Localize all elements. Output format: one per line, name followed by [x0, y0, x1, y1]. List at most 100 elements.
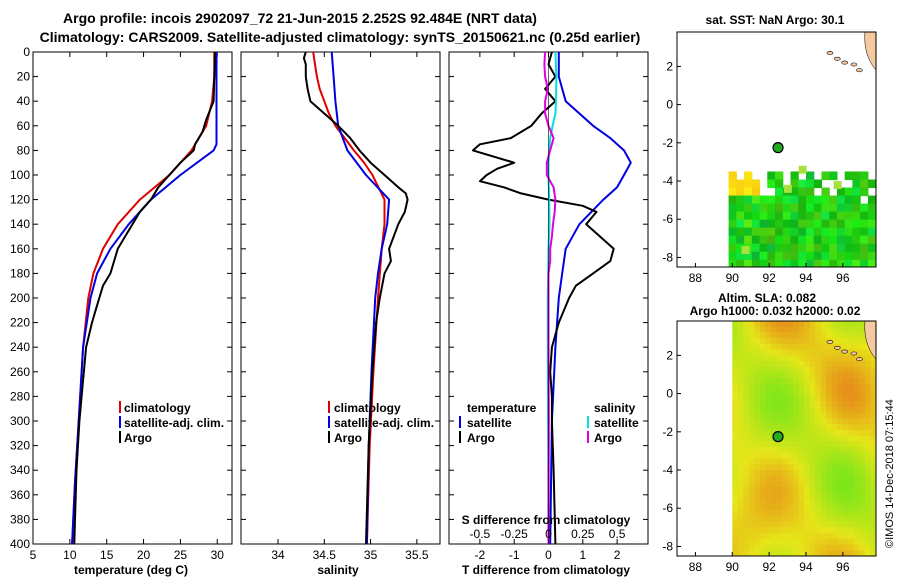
sla-cell — [771, 372, 778, 379]
sla-cell — [737, 372, 744, 379]
sla-cell — [759, 326, 766, 333]
sla-cell — [787, 458, 794, 465]
sst-cell — [728, 211, 737, 221]
sla-cell — [782, 326, 789, 333]
sla-cell — [737, 407, 744, 414]
sla-cell — [820, 378, 827, 385]
sla-cell — [754, 441, 761, 448]
sla-cell — [798, 538, 805, 546]
sla-cell — [782, 487, 789, 494]
sst-cell — [736, 203, 745, 213]
sla-cell — [787, 447, 794, 454]
y-tick-label: 200 — [10, 291, 30, 305]
sla-cell — [787, 355, 794, 362]
sla-cell — [748, 493, 755, 500]
sla-cell — [798, 332, 805, 339]
sst-cell — [836, 251, 846, 261]
sla-cell — [787, 544, 794, 551]
sla-cell — [820, 493, 827, 500]
sla-cell — [771, 326, 778, 333]
sla-cell — [831, 321, 838, 328]
sst-cell — [775, 235, 784, 245]
sla-cell — [798, 355, 805, 362]
sla-cell — [748, 349, 755, 356]
sla-cell — [870, 389, 876, 397]
sst-cell — [759, 259, 768, 267]
sla-cell — [804, 395, 811, 402]
sla-cell — [748, 407, 755, 414]
sla-cell — [820, 343, 827, 351]
sla-cell — [870, 544, 876, 551]
sla-cell — [853, 424, 860, 431]
sla-cell — [815, 384, 822, 391]
sla-cell — [732, 475, 739, 483]
sla-cell — [815, 550, 822, 556]
sla-cell — [798, 389, 805, 397]
sla-cell — [837, 366, 844, 374]
sla-cell — [748, 321, 755, 328]
sst-cell — [775, 227, 784, 237]
sla-cell — [820, 395, 827, 402]
sla-cell — [771, 378, 778, 385]
sst-cell — [821, 243, 830, 253]
sla-cell — [826, 418, 833, 425]
salinity-plot: 34 34.5 35 35.5 — [241, 51, 440, 562]
sla-cell — [754, 412, 761, 419]
island — [826, 340, 834, 344]
sla-cell — [732, 435, 739, 442]
sla-cell — [815, 487, 822, 494]
sla-cell — [826, 401, 833, 408]
sla-cell — [826, 470, 833, 477]
sla-cell — [820, 384, 827, 391]
legend-sat-label: satellite-adj. clim. — [124, 416, 224, 430]
sla-cell — [732, 464, 739, 471]
sla-cell — [743, 515, 750, 523]
sla-cell — [777, 556, 783, 562]
sla-cell — [848, 475, 855, 483]
y-tick-label: 160 — [10, 242, 30, 256]
sla-cell — [743, 343, 750, 351]
sst-cell — [813, 219, 823, 229]
sla-cell — [732, 447, 739, 454]
sla-cell — [771, 441, 778, 448]
sla-cell — [815, 538, 822, 546]
sla-cell — [748, 464, 755, 471]
sla-cell — [837, 412, 844, 419]
sla-cell — [748, 378, 755, 385]
sla-cell — [798, 515, 805, 523]
sla-cell — [754, 510, 761, 517]
sla-cell — [743, 418, 750, 425]
sla-cell — [876, 522, 882, 528]
sst-cell — [775, 259, 784, 267]
sla-cell — [870, 550, 876, 556]
sla-cell — [864, 429, 871, 437]
sla-cell — [793, 556, 799, 562]
sla-cell — [831, 487, 838, 494]
sla-cell — [842, 343, 849, 351]
sla-cell — [809, 389, 816, 397]
sla-cell — [864, 475, 871, 483]
sla-cell — [853, 407, 860, 414]
sla-cell — [815, 556, 821, 562]
sla-cell — [815, 332, 822, 339]
sla-cell — [765, 550, 772, 556]
sla-cell — [787, 475, 794, 483]
sla-cell — [826, 515, 833, 523]
sla-cell — [748, 418, 755, 425]
sla-cell — [876, 384, 882, 390]
sla-cell — [842, 510, 849, 517]
sla-cell — [765, 429, 772, 437]
y-tick-label: -8 — [662, 250, 673, 264]
sla-cell — [831, 412, 838, 419]
sla-cell — [798, 361, 805, 368]
sst-cell — [767, 251, 776, 261]
sla-cell — [864, 435, 871, 442]
sla-cell — [853, 527, 860, 534]
sla-cell — [793, 429, 800, 437]
sla-cell — [831, 538, 838, 546]
sla-cell — [809, 498, 816, 505]
sla-cell — [776, 321, 783, 328]
sla-cell — [859, 510, 866, 517]
sla-cell — [804, 521, 811, 528]
sla-cell — [876, 516, 882, 522]
